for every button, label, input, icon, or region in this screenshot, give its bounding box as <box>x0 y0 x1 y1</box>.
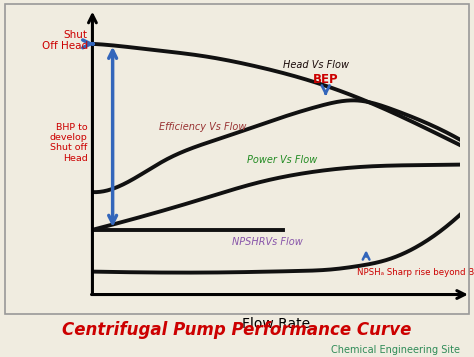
Text: NPSHRVs Flow: NPSHRVs Flow <box>232 237 303 247</box>
Text: Power Vs Flow: Power Vs Flow <box>246 155 317 165</box>
Text: Chemical Engineering Site: Chemical Engineering Site <box>331 345 460 355</box>
Text: Flow Rate: Flow Rate <box>242 317 310 331</box>
Text: NPSHₐ Sharp rise beyond BEP: NPSHₐ Sharp rise beyond BEP <box>357 268 474 277</box>
Text: BEP: BEP <box>313 72 338 86</box>
Text: Centrifugal Pump Performance Curve: Centrifugal Pump Performance Curve <box>62 321 412 339</box>
Text: Shut
Off Head: Shut Off Head <box>42 30 88 51</box>
Text: Efficiency Vs Flow: Efficiency Vs Flow <box>158 122 246 132</box>
Text: BHP to
develop
Shut off
Head: BHP to develop Shut off Head <box>50 122 88 163</box>
Text: Head Vs Flow: Head Vs Flow <box>283 60 349 70</box>
